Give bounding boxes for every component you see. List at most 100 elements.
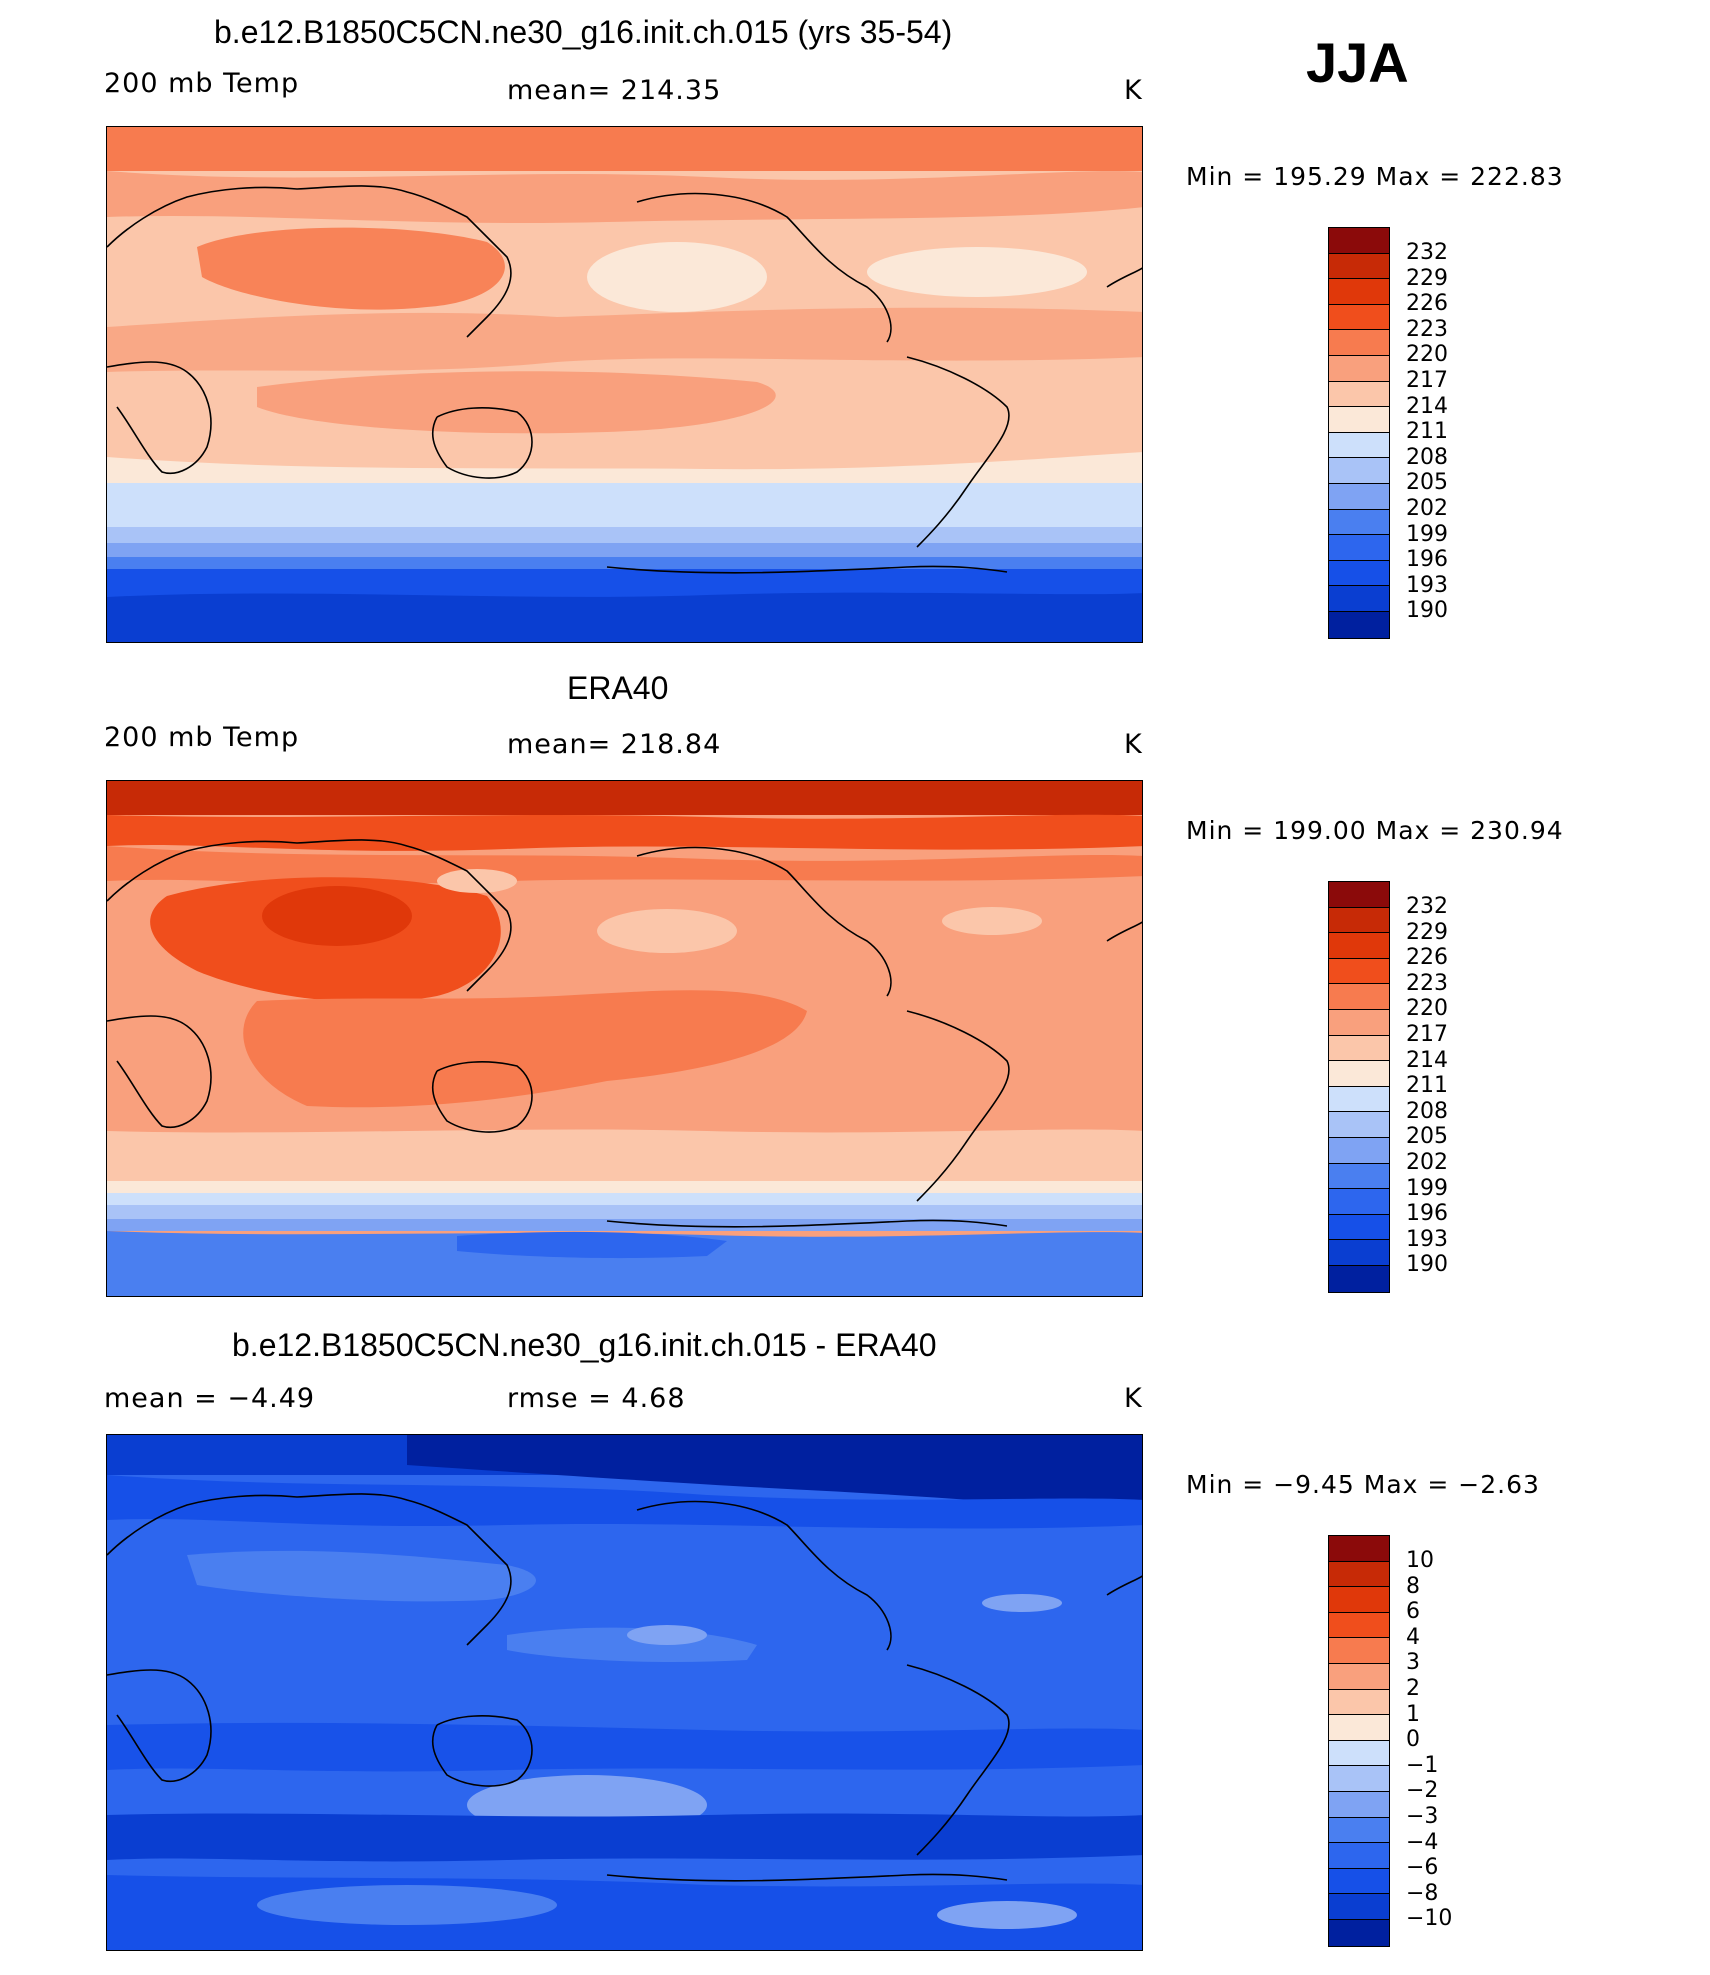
colorbar-swatch [1329,1715,1389,1741]
colorbar-swatch [1329,958,1389,985]
colorbar-tick: 202 [1406,496,1448,521]
colorbar-swatch [1329,509,1389,536]
colorbar-swatch [1329,1137,1389,1164]
colorbar-tick: 229 [1406,920,1448,945]
colorbar-tick: 232 [1406,240,1448,265]
colorbar-tick: 196 [1406,1201,1448,1226]
colorbar-tick: −1 [1406,1753,1439,1778]
panel-2-mean-label: mean= 218.84 [507,729,722,760]
panel-2-variable-label: 200 mb Temp [104,722,300,753]
panel-3-units-label: K [1124,1383,1143,1414]
colorbar-swatch [1329,1214,1389,1241]
colorbar-swatch [1329,330,1389,356]
colorbar-swatch [1329,535,1389,561]
colorbar-tick: 190 [1406,598,1448,623]
colorbar-tick: 190 [1406,1252,1448,1277]
colorbar-swatch [1329,1612,1389,1639]
colorbar-swatch [1329,586,1389,612]
colorbar-swatch [1329,304,1389,331]
panel-3-map [106,1434,1143,1951]
colorbar-swatch [1329,1265,1389,1292]
colorbar-tick: 205 [1406,470,1448,495]
panel-2-title: ERA40 [567,670,669,706]
colorbar-swatch [1329,933,1389,959]
colorbar-swatch [1329,432,1389,459]
colorbar-swatch [1329,1240,1389,1266]
colorbar-tick: 223 [1406,971,1448,996]
panel-1-units-label: K [1124,75,1143,106]
colorbar-swatch [1329,1189,1389,1215]
colorbar-tick: 193 [1406,1227,1448,1252]
colorbar-tick: 202 [1406,1150,1448,1175]
colorbar-swatch [1329,1919,1389,1946]
colorbar-tick: 226 [1406,291,1448,316]
panel-3-coastlines [107,1493,1142,1882]
colorbar-swatch [1329,611,1389,638]
panel-1-map [106,126,1143,643]
colorbar-tick: 199 [1406,522,1448,547]
colorbar-swatch [1329,1663,1389,1690]
colorbar-swatch [1329,1561,1389,1588]
colorbar-swatch [1329,1638,1389,1664]
colorbar-tick: 205 [1406,1124,1448,1149]
colorbar-tick: 193 [1406,573,1448,598]
colorbar-tick: 214 [1406,394,1448,419]
panel-1-variable-label: 200 mb Temp [104,68,300,99]
colorbar-tick: 211 [1406,1073,1448,1098]
colorbar-swatch [1329,1587,1389,1613]
panel-3-mean-label: mean = −4.49 [104,1383,316,1414]
colorbar-tick: 3 [1406,1650,1420,1675]
colorbar-swatch [1329,458,1389,484]
panel-2-minmax: Min = 199.00 Max = 230.94 [1186,816,1564,845]
colorbar-swatch [1329,1740,1389,1767]
colorbar-tick: 196 [1406,547,1448,572]
panel-1-coastlines [107,185,1142,574]
panel-3-rmse-label: rmse = 4.68 [507,1383,686,1414]
colorbar-swatch [1329,1009,1389,1036]
colorbar-swatch [1329,984,1389,1010]
colorbar-swatch [1329,228,1389,254]
colorbar-swatch [1329,882,1389,908]
panel-1-minmax: Min = 195.29 Max = 222.83 [1186,162,1564,191]
colorbar-swatch [1329,1817,1389,1844]
panel-2-units-label: K [1124,729,1143,760]
colorbar-swatch [1329,355,1389,382]
colorbar-swatch [1329,279,1389,305]
colorbar-tick: 223 [1406,317,1448,342]
colorbar-swatch [1329,1061,1389,1087]
colorbar-swatch [1329,381,1389,408]
colorbar-tick: −6 [1406,1855,1439,1880]
colorbar-tick: 220 [1406,342,1448,367]
colorbar-swatch [1329,1536,1389,1562]
panel-1-colorbar [1328,227,1390,639]
colorbar-tick: 217 [1406,368,1448,393]
panel-2-map [106,780,1143,1297]
colorbar-swatch [1329,1894,1389,1920]
colorbar-swatch [1329,407,1389,433]
colorbar-swatch [1329,253,1389,280]
colorbar-swatch [1329,907,1389,934]
colorbar-swatch [1329,1035,1389,1062]
colorbar-tick: 10 [1406,1548,1434,1573]
colorbar-swatch [1329,1086,1389,1113]
colorbar-tick: 217 [1406,1022,1448,1047]
colorbar-swatch [1329,560,1389,587]
panel-3-minmax: Min = −9.45 Max = −2.63 [1186,1470,1540,1499]
panel-1-mean-label: mean= 214.35 [507,75,722,106]
colorbar-tick: 199 [1406,1176,1448,1201]
colorbar-swatch [1329,1163,1389,1190]
colorbar-tick: −2 [1406,1778,1439,1803]
panel-3-title: b.e12.B1850C5CN.ne30_g16.init.ch.015 - E… [232,1327,937,1363]
colorbar-tick: 211 [1406,419,1448,444]
panel-2-colorbar [1328,881,1390,1293]
panel-3-colorbar [1328,1535,1390,1947]
colorbar-tick: 208 [1406,1099,1448,1124]
colorbar-swatch [1329,483,1389,510]
colorbar-swatch [1329,1791,1389,1818]
colorbar-tick: −8 [1406,1881,1439,1906]
colorbar-swatch [1329,1689,1389,1716]
colorbar-tick: 2 [1406,1676,1420,1701]
colorbar-tick: 8 [1406,1574,1420,1599]
panel-2-coastlines [107,839,1142,1228]
panel-1-title: b.e12.B1850C5CN.ne30_g16.init.ch.015 (yr… [214,14,953,50]
